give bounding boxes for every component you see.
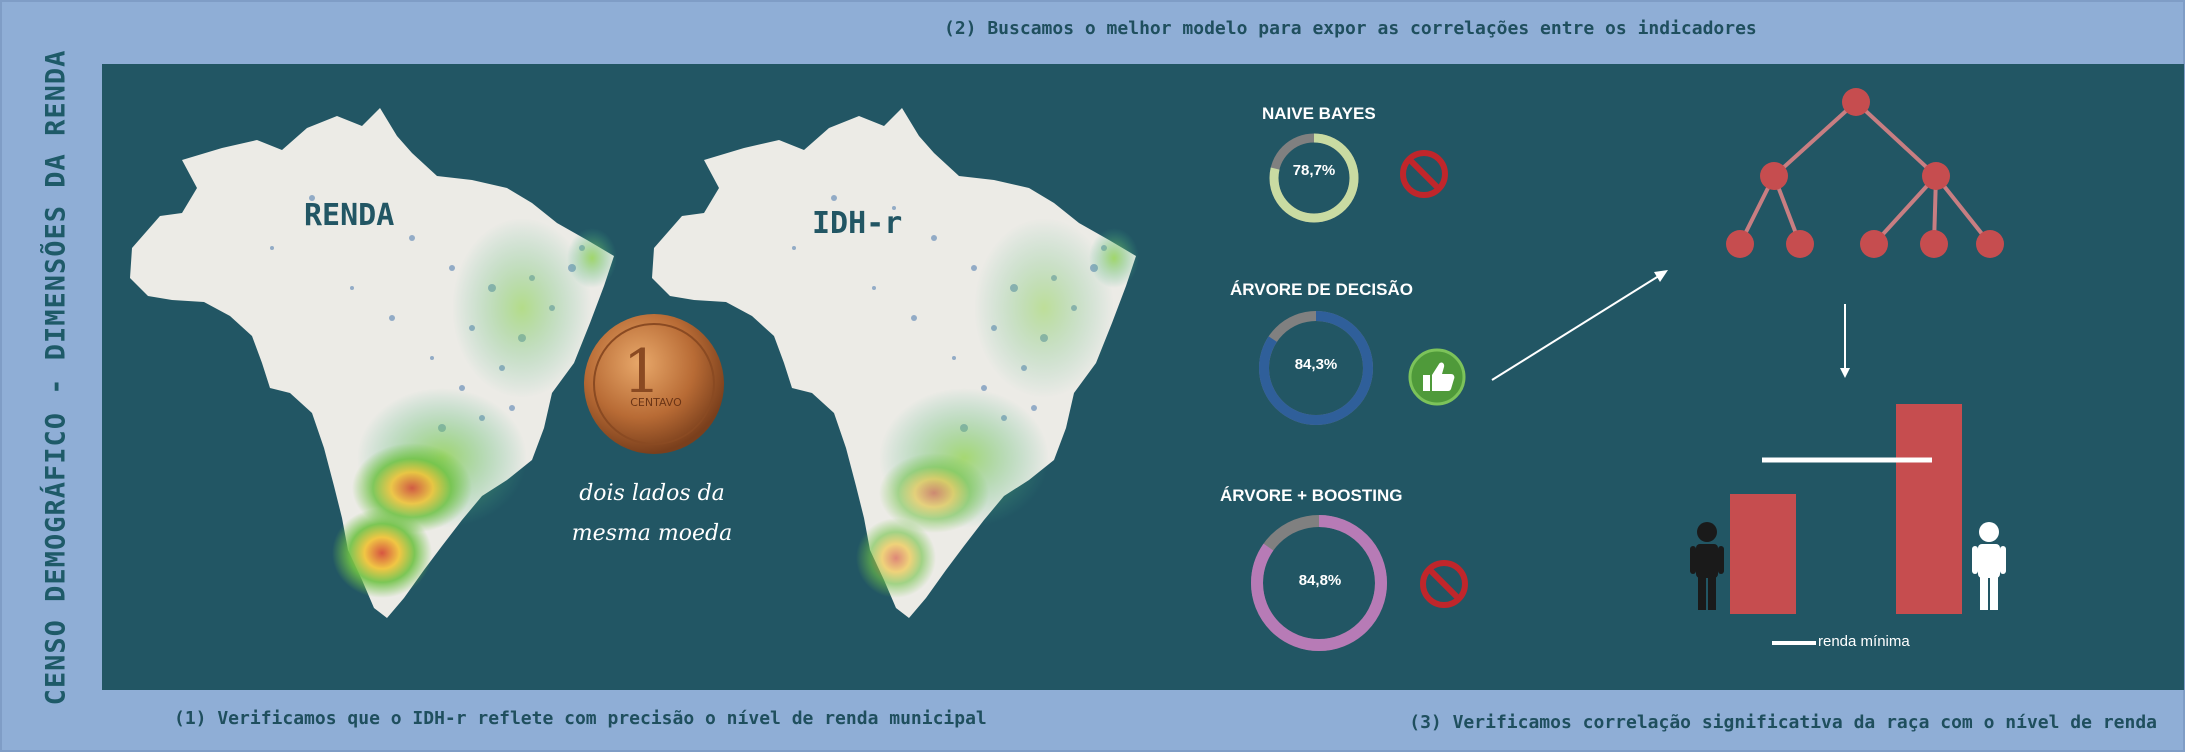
arrow-down — [1840, 304, 1850, 378]
model-title-arvore-decisao: ÁRVORE DE DECISÃO — [1230, 280, 1413, 299]
person-black-icon — [1690, 522, 1724, 610]
prohibited-icon — [1420, 560, 1468, 608]
caption-step-1: (1) Verificamos que o IDH-r reflete com … — [174, 708, 987, 729]
brazil-map-renda — [130, 108, 617, 618]
brazil-map-idhr — [652, 108, 1139, 618]
accuracy-ring-naive-bayes — [1269, 133, 1359, 223]
accuracy-value-arvore-boosting: 84,8% — [1298, 572, 1342, 589]
caption-step-2: (2) Buscamos o melhor modelo para expor … — [944, 18, 1757, 39]
caption-step-3: (3) Verificamos correlação significativa… — [1409, 712, 2157, 733]
coin-caption: dois lados da mesma moeda — [571, 481, 733, 546]
model-title-naive-bayes: NAIVE BAYES — [1262, 104, 1376, 123]
legend-renda-minima: renda mínima — [1818, 633, 1910, 650]
coin-image: 1 CENTAVO — [584, 314, 724, 454]
map-label-renda: RENDA — [304, 198, 395, 233]
accuracy-value-arvore-decisao: 84,3% — [1294, 356, 1338, 373]
coin-label: CENTAVO — [630, 396, 682, 409]
person-white-icon — [1972, 522, 2006, 610]
accuracy-ring-arvore-decisao — [1259, 311, 1373, 425]
legend-line — [1772, 641, 1816, 645]
prohibited-icon — [1400, 150, 1448, 198]
bar-white — [1896, 404, 1962, 614]
race-income-chart — [1690, 404, 2006, 614]
accuracy-ring-arvore-boosting — [1251, 515, 1387, 651]
model-title-arvore-boosting: ÁRVORE + BOOSTING — [1220, 486, 1403, 505]
bar-black — [1730, 494, 1796, 614]
svg-text:1: 1 — [623, 337, 661, 407]
decision-tree-icon — [1726, 88, 2004, 258]
thumbs-up-icon — [1408, 348, 1466, 406]
map-label-idhr: IDH-r — [812, 206, 903, 241]
side-title: CENSO DEMOGRÁFICO - DIMENSÕES DA RENDA — [40, 49, 72, 705]
arrow-to-tree — [1491, 270, 1668, 381]
accuracy-value-naive-bayes: 78,7% — [1292, 162, 1336, 179]
